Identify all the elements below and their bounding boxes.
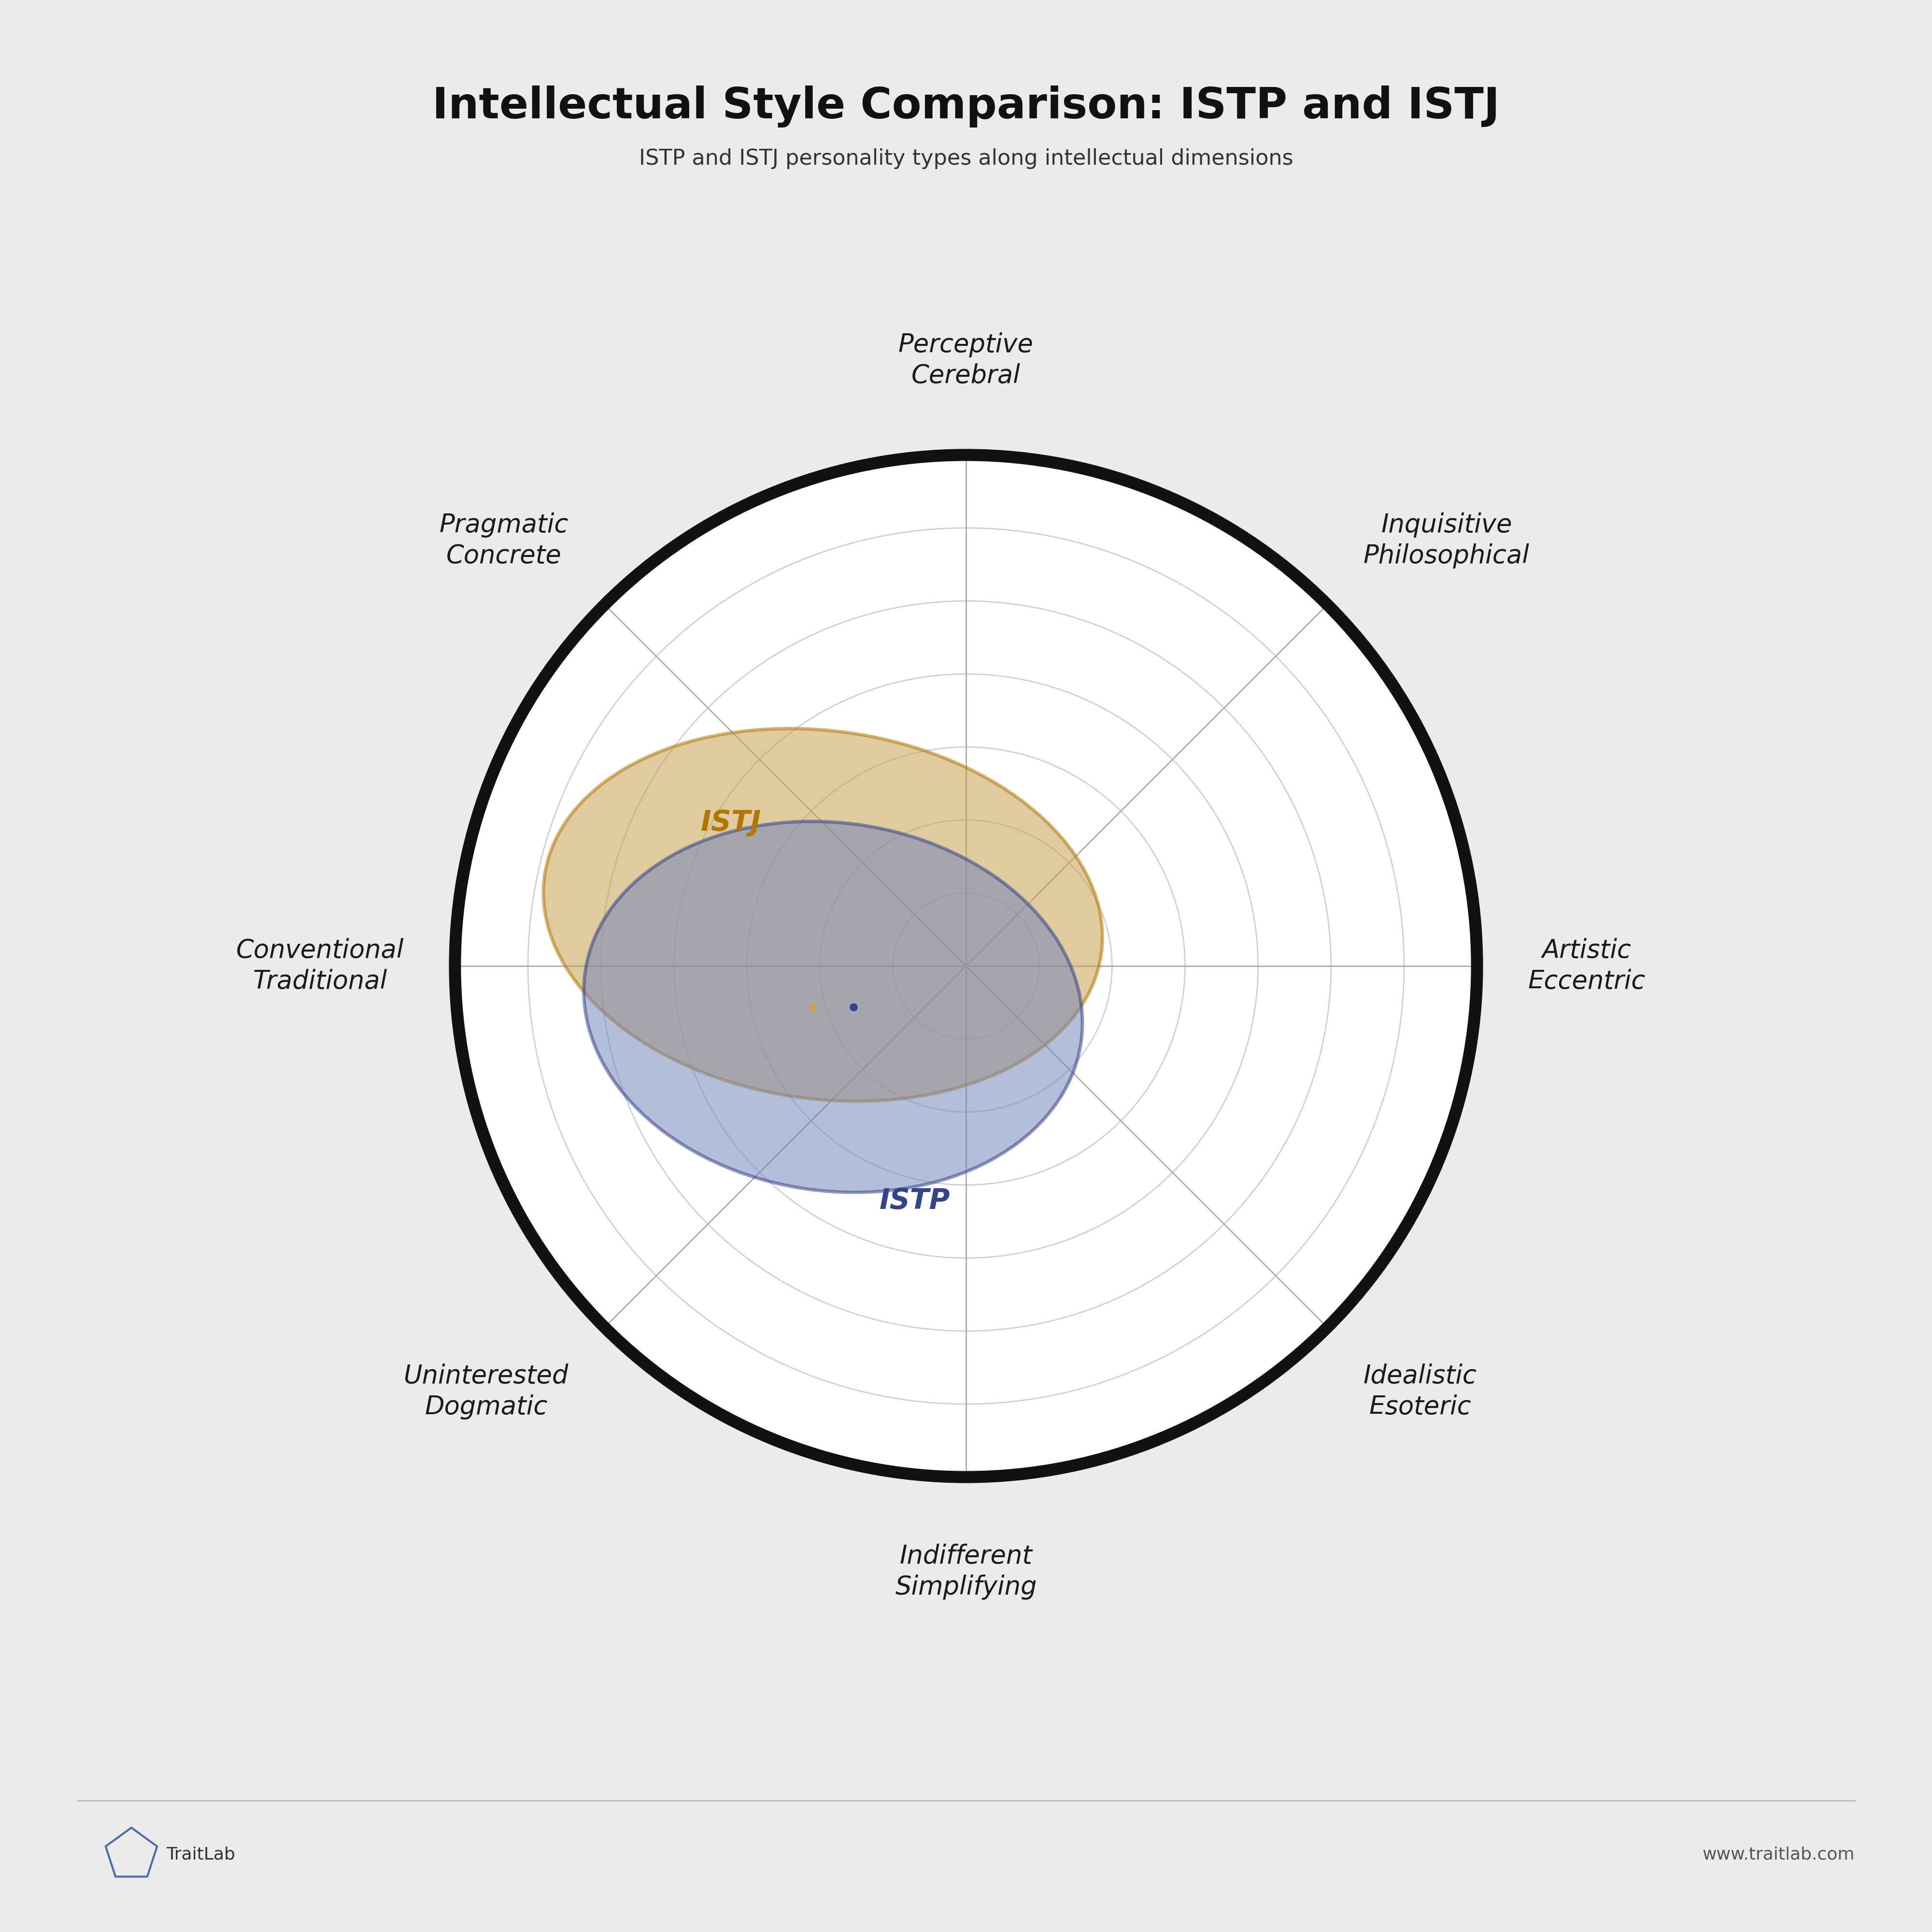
Text: TraitLab: TraitLab — [166, 1847, 236, 1862]
Text: Inquisitive
Philosophical: Inquisitive Philosophical — [1364, 512, 1530, 568]
Text: www.traitlab.com: www.traitlab.com — [1702, 1847, 1855, 1862]
Text: Pragmatic
Concrete: Pragmatic Concrete — [439, 512, 568, 568]
Text: Perceptive
Cerebral: Perceptive Cerebral — [898, 332, 1034, 388]
Text: Idealistic
Esoteric: Idealistic Esoteric — [1364, 1364, 1476, 1420]
Text: Artistic
Eccentric: Artistic Eccentric — [1528, 937, 1646, 995]
Text: Intellectual Style Comparison: ISTP and ISTJ: Intellectual Style Comparison: ISTP and … — [433, 85, 1499, 128]
Ellipse shape — [543, 728, 1103, 1101]
Ellipse shape — [583, 821, 1082, 1192]
Text: ISTP: ISTP — [879, 1188, 951, 1215]
Circle shape — [454, 454, 1478, 1478]
Point — [838, 991, 869, 1022]
Point — [798, 991, 829, 1022]
Text: ISTJ: ISTJ — [701, 810, 761, 837]
Text: Indifferent
Simplifying: Indifferent Simplifying — [895, 1544, 1037, 1600]
Text: Uninterested
Dogmatic: Uninterested Dogmatic — [404, 1364, 568, 1420]
Text: Conventional
Traditional: Conventional Traditional — [236, 937, 404, 995]
Text: ISTP and ISTJ personality types along intellectual dimensions: ISTP and ISTJ personality types along in… — [639, 149, 1293, 168]
